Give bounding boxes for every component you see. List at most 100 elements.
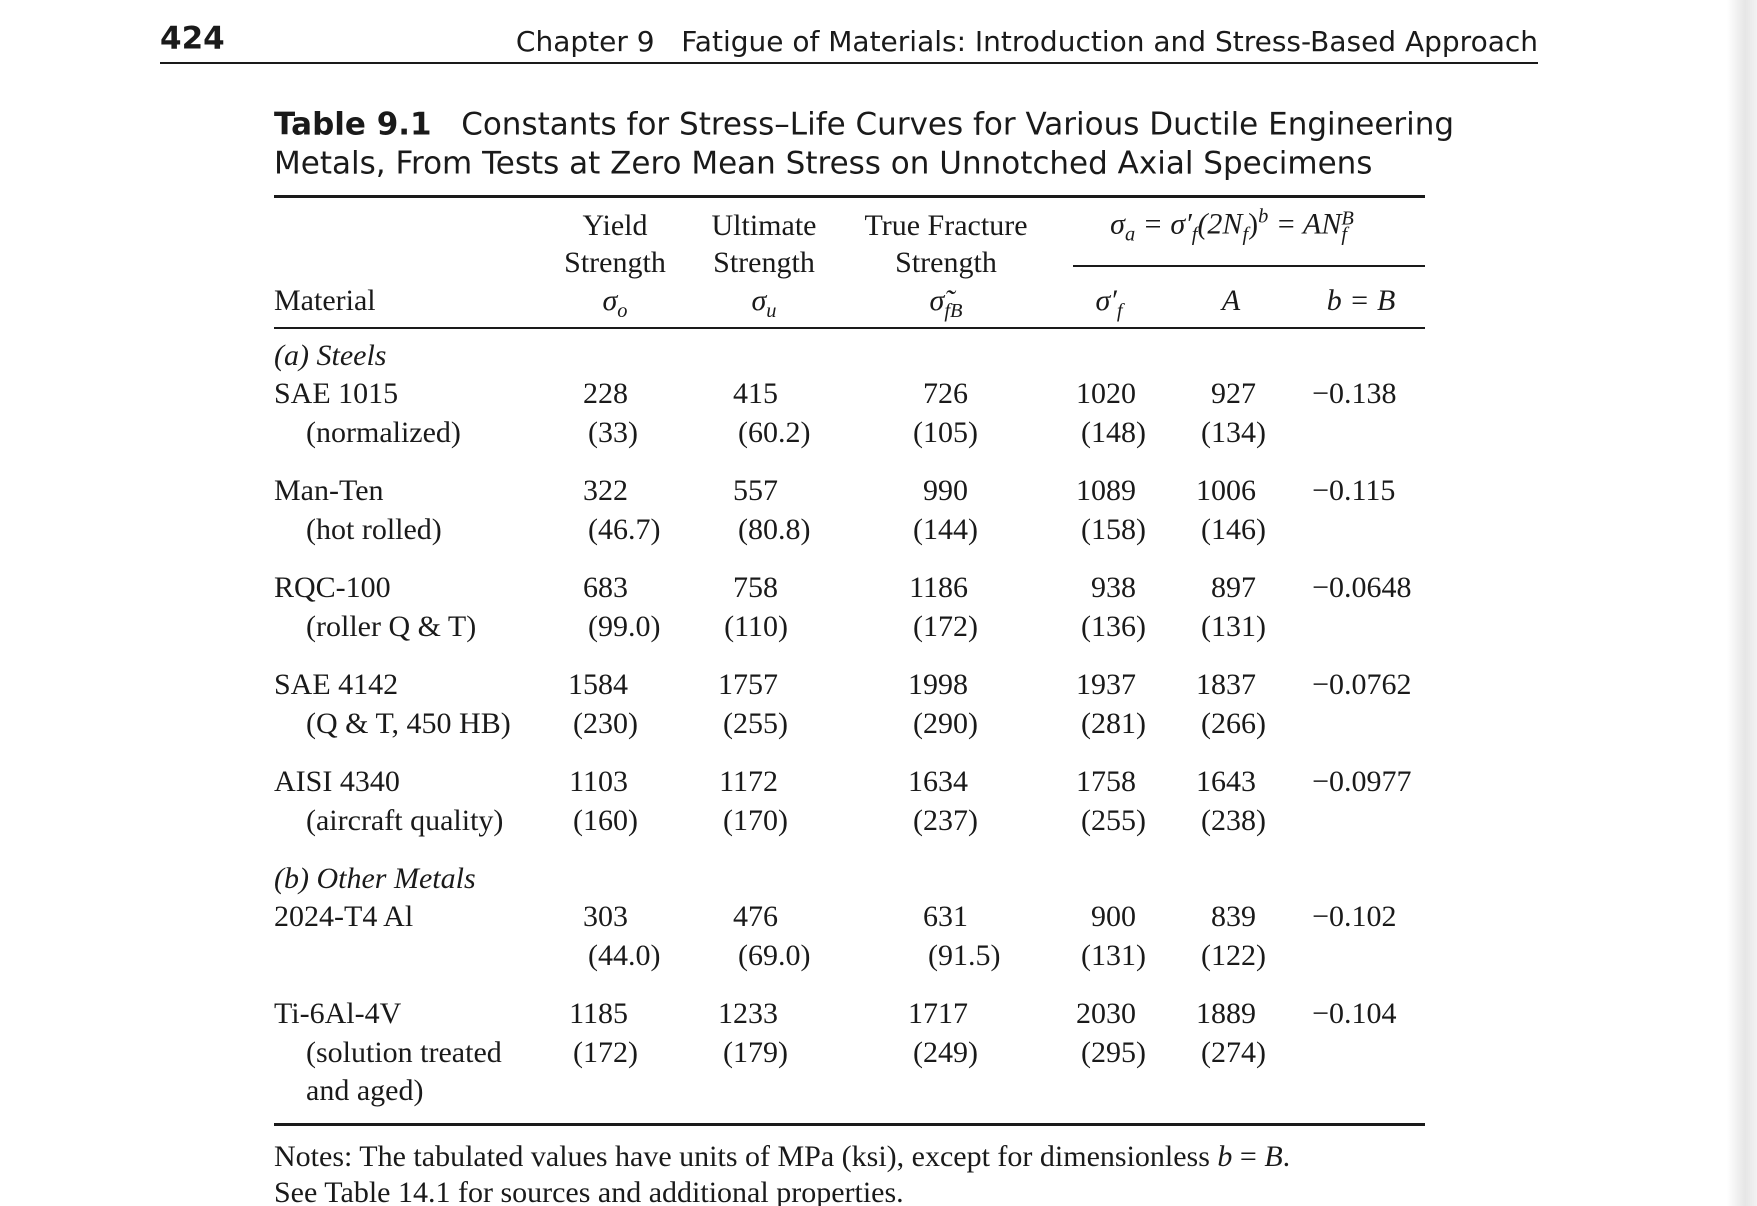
cell-value: −0.102 bbox=[1312, 900, 1397, 933]
cell-value: 726 bbox=[923, 377, 968, 410]
formula-part: = AN bbox=[1268, 207, 1342, 241]
formula-rule bbox=[1073, 265, 1425, 267]
section-title: (b) Other Metals bbox=[274, 862, 476, 895]
column-header: Strength bbox=[713, 246, 815, 279]
header-rule bbox=[274, 327, 1425, 329]
symbol-subscript: fB bbox=[944, 300, 963, 322]
formula-part: b bbox=[1258, 205, 1269, 228]
formula-part: a bbox=[1124, 223, 1136, 246]
column-header: True Fracture bbox=[864, 209, 1028, 242]
cell-value: 1643 bbox=[1196, 765, 1256, 798]
column-symbol: A bbox=[1222, 286, 1240, 316]
cell-ksi: (122) bbox=[1201, 938, 1266, 972]
cell-value: −0.0977 bbox=[1312, 765, 1412, 798]
symbol: A bbox=[1221, 284, 1241, 317]
cell-ksi: (170) bbox=[723, 803, 788, 837]
formula-part: f bbox=[1341, 223, 1348, 246]
symbol: σ bbox=[602, 284, 618, 317]
cell-ksi: (148) bbox=[1081, 415, 1146, 449]
cell-value: −0.115 bbox=[1312, 474, 1396, 507]
column-symbol: b = B bbox=[1327, 286, 1396, 316]
column-header: Material bbox=[274, 284, 376, 317]
column-symbol: σ′f bbox=[1095, 284, 1122, 322]
cell-value: 758 bbox=[733, 571, 778, 604]
caption-title: Constants for Stress–Life Curves for Var… bbox=[461, 106, 1455, 143]
cell-value: 415 bbox=[733, 377, 778, 410]
chapter-number: Chapter 9 bbox=[515, 25, 655, 58]
column-header: Ultimate bbox=[711, 209, 817, 242]
cell-ksi: (99.0) bbox=[588, 609, 661, 643]
symbol: σ bbox=[751, 284, 767, 317]
cell-ksi: (179) bbox=[723, 1035, 788, 1069]
note-text: . bbox=[1282, 1140, 1291, 1173]
cell-ksi: (255) bbox=[723, 706, 788, 740]
note-text: Notes: The tabulated values have units o… bbox=[274, 1140, 1218, 1173]
cell-value: 1020 bbox=[1076, 377, 1136, 410]
cell-value: 1233 bbox=[718, 997, 778, 1030]
cell-ksi: (131) bbox=[1201, 609, 1266, 643]
caption-title: Metals, From Tests at Zero Mean Stress o… bbox=[274, 145, 1373, 182]
cell-ksi: (134) bbox=[1201, 415, 1266, 449]
caption-line: Table 9.1 Constants for Stress–Life Curv… bbox=[274, 106, 1455, 143]
cell-value: 476 bbox=[733, 900, 778, 933]
caption-label: Table 9.1 bbox=[274, 106, 432, 143]
note: See Table 14.1 for sources and additiona… bbox=[274, 1176, 904, 1206]
note: Notes: The tabulated values have units o… bbox=[274, 1142, 1290, 1172]
cell-value: 1584 bbox=[568, 668, 628, 701]
formula-part: f bbox=[1242, 223, 1249, 246]
cell-ksi: (255) bbox=[1081, 803, 1146, 837]
cell-ksi: (290) bbox=[913, 706, 978, 740]
table-bottom-rule bbox=[274, 1123, 1425, 1126]
material: 2024-T4 Al bbox=[274, 900, 414, 933]
cell-value: 683 bbox=[583, 571, 628, 604]
cell-value: 1634 bbox=[908, 765, 968, 798]
cell-ksi: (266) bbox=[1201, 706, 1266, 740]
cell-ksi: (158) bbox=[1081, 512, 1146, 546]
cell-value: 839 bbox=[1211, 900, 1256, 933]
cell-value: 1758 bbox=[1076, 765, 1136, 798]
formula-part: σ bbox=[1110, 207, 1125, 241]
cell-ksi: (295) bbox=[1081, 1035, 1146, 1069]
cell-ksi: (46.7) bbox=[588, 512, 661, 546]
column-header: Strength bbox=[564, 246, 666, 279]
cell-value: 1717 bbox=[908, 997, 968, 1030]
cell-ksi: (146) bbox=[1201, 512, 1266, 546]
condition: (solution treated bbox=[306, 1035, 502, 1069]
cell-value: 1185 bbox=[569, 997, 628, 1030]
cell-value: −0.0648 bbox=[1312, 571, 1412, 604]
cell-ksi: (131) bbox=[1081, 938, 1146, 972]
column-header: Strength bbox=[895, 246, 997, 279]
condition: (Q & T, 450 HB) bbox=[306, 706, 511, 740]
formula-part: B bbox=[1341, 207, 1354, 230]
section-title: (a) Steels bbox=[274, 339, 387, 372]
formula-part: ) bbox=[1248, 207, 1259, 241]
cell-ksi: (172) bbox=[573, 1035, 638, 1069]
formula-part: f bbox=[1191, 223, 1198, 246]
cell-value: 1889 bbox=[1196, 997, 1256, 1030]
cell-ksi: (105) bbox=[913, 415, 978, 449]
cell-ksi: (136) bbox=[1081, 609, 1146, 643]
cell-value: 322 bbox=[583, 474, 628, 507]
cell-ksi: (33) bbox=[588, 415, 638, 449]
cell-ksi: (91.5) bbox=[928, 938, 1001, 972]
material: SAE 1015 bbox=[274, 377, 399, 410]
column-symbol: σo bbox=[602, 284, 628, 322]
note-text: b bbox=[1217, 1140, 1233, 1173]
cell-value: 1103 bbox=[569, 765, 628, 798]
condition: (hot rolled) bbox=[306, 512, 442, 546]
cell-ksi: (160) bbox=[573, 803, 638, 837]
symbol: σ′ bbox=[1095, 284, 1117, 317]
cell-ksi: (238) bbox=[1201, 803, 1266, 837]
material: Ti-6Al-4V bbox=[274, 997, 402, 1030]
note-text: B bbox=[1264, 1140, 1283, 1173]
cell-value: 927 bbox=[1211, 377, 1256, 410]
cell-ksi: (110) bbox=[724, 609, 788, 643]
condition: and aged) bbox=[306, 1074, 424, 1107]
condition: (aircraft quality) bbox=[306, 803, 504, 837]
column-header: Yield bbox=[582, 209, 648, 242]
cell-ksi: (230) bbox=[573, 706, 638, 740]
condition: (roller Q & T) bbox=[306, 609, 477, 643]
